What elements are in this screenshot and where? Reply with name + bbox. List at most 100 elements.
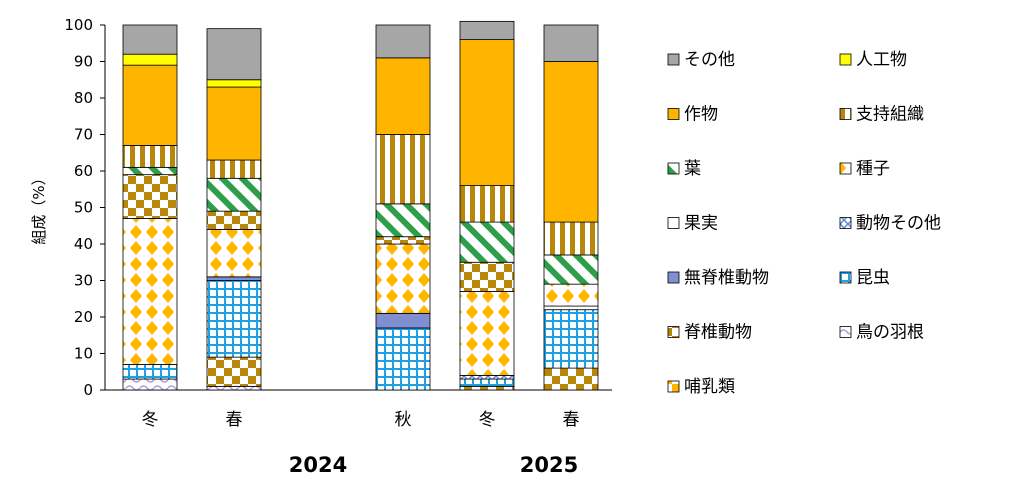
- bar-segment: [206, 385, 262, 391]
- y-tick-label: 10: [74, 345, 93, 363]
- legend-item: 鳥の羽根: [839, 323, 924, 343]
- legend-swatch: [839, 53, 852, 66]
- bar-segment: [375, 203, 431, 238]
- bar-segment: [206, 177, 262, 212]
- legend-item: 種子: [839, 159, 890, 179]
- legend-label: 支持組織: [856, 105, 924, 125]
- bar-segment: [375, 236, 431, 245]
- y-tick-label: 50: [74, 199, 93, 217]
- y-tick-label: 80: [74, 89, 93, 107]
- bar-segment: [206, 86, 262, 161]
- bar-segment: [459, 221, 515, 263]
- plot-area: 0 10 20 30 40 50 60 70 80 90 100 組成（%） 冬 春 秋 冬 春 2024 2025: [30, 16, 612, 477]
- legend-swatch: [667, 108, 680, 120]
- legend-swatch: [839, 326, 852, 338]
- y-tick-label: 0: [83, 381, 93, 399]
- y-tick-label: 60: [74, 162, 93, 180]
- bar-segment: [122, 218, 178, 365]
- legend-item: その他: [667, 50, 735, 70]
- bar-segment: [206, 228, 262, 278]
- bar-segment: [459, 385, 515, 391]
- bar-segment: [122, 145, 178, 168]
- legend-label: 哺乳類: [684, 377, 735, 397]
- legend-swatch: [667, 162, 680, 175]
- legend-item: 支持組織: [839, 105, 924, 125]
- legend-label: 種子: [856, 159, 890, 179]
- legend-item: 無脊椎動物: [667, 268, 769, 288]
- legend-swatch: [839, 217, 852, 229]
- bar-segment: [375, 134, 431, 205]
- x-category-label: 冬: [479, 410, 496, 430]
- legend-item: 脊椎動物: [667, 323, 752, 343]
- bar-segment: [122, 378, 178, 391]
- legend-swatch: [667, 326, 680, 338]
- legend-swatch: [667, 380, 680, 393]
- legend-item: 葉: [667, 159, 701, 179]
- legend-item: 果実: [667, 214, 718, 234]
- bar-segment: [375, 327, 431, 391]
- legend-label: 鳥の羽根: [856, 323, 924, 343]
- bar-segment: [375, 243, 431, 314]
- x-category-label: 春: [226, 410, 243, 430]
- x-category-label: 春: [563, 410, 580, 430]
- bar-segment: [543, 254, 599, 285]
- legend-swatch: [667, 53, 680, 66]
- bar-segment: [459, 39, 515, 186]
- bar-segment: [375, 57, 431, 135]
- y-tick-label: 30: [74, 272, 93, 290]
- legend-label: その他: [684, 50, 735, 70]
- legend-swatch: [839, 108, 852, 120]
- x-group-label: 2025: [520, 453, 578, 477]
- bar-segment: [122, 24, 178, 55]
- bar-segment: [459, 291, 515, 376]
- bar-segment: [459, 261, 515, 292]
- legend-swatch: [667, 217, 680, 229]
- y-tick-label: 20: [74, 308, 93, 326]
- x-category-label: 冬: [142, 410, 159, 430]
- legend-item: 動物その他: [839, 214, 941, 234]
- bar-segment: [543, 61, 599, 223]
- legend-item: 昆虫: [839, 268, 890, 288]
- legend-swatch: [839, 271, 852, 284]
- bar-segment: [122, 364, 178, 380]
- legend-swatch: [667, 271, 680, 284]
- bar-segment: [459, 378, 515, 387]
- bar-segment: [459, 374, 515, 380]
- bar-segment: [206, 356, 262, 387]
- bar-segment: [543, 367, 599, 391]
- y-axis-label: 組成（%）: [30, 170, 48, 244]
- legend-label: 葉: [684, 159, 701, 179]
- bar-segment: [206, 28, 262, 81]
- x-category-label: 秋: [395, 410, 412, 430]
- legend-label: 果実: [684, 214, 718, 234]
- bar-segment: [375, 24, 431, 59]
- bar-segment: [206, 280, 262, 358]
- y-tick-label: 40: [74, 235, 93, 253]
- bar-segment: [543, 221, 599, 256]
- legend-label: 昆虫: [856, 268, 890, 288]
- legend-item: 作物: [667, 105, 718, 125]
- y-tick-label: 70: [74, 126, 93, 144]
- bar-segment: [543, 283, 599, 307]
- legend-label: 無脊椎動物: [684, 268, 769, 288]
- x-group-label: 2024: [289, 453, 347, 477]
- bar-segment: [206, 79, 262, 88]
- bar-segment: [543, 24, 599, 62]
- bar-segment: [543, 309, 599, 369]
- bar-segment: [122, 53, 178, 66]
- legend-label: 作物: [684, 105, 718, 125]
- bar-segment: [375, 312, 431, 329]
- legend-item: 哺乳類: [667, 377, 735, 397]
- legend-swatch: [839, 162, 852, 175]
- legend-label: 動物その他: [856, 214, 941, 234]
- y-tick-label: 90: [74, 53, 93, 71]
- bar-segment: [206, 276, 262, 281]
- bar-segment: [122, 166, 178, 176]
- bar-segment: [459, 20, 515, 41]
- legend-item: 人工物: [839, 50, 907, 70]
- legend-label: 人工物: [856, 50, 907, 70]
- bar-segment: [543, 305, 599, 311]
- y-tick-label: 100: [64, 16, 93, 34]
